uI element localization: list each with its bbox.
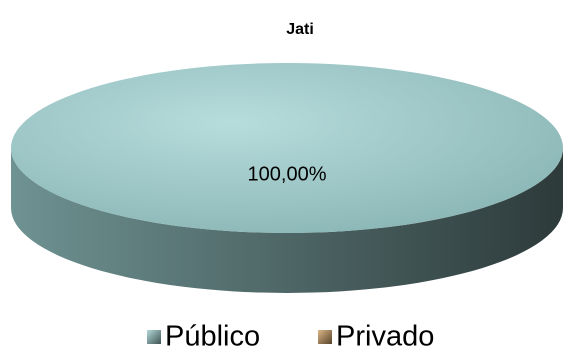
legend-label: Público <box>165 321 260 352</box>
legend-swatch <box>147 330 161 344</box>
slice-side <box>11 148 563 293</box>
legend-label: Privado <box>336 321 434 352</box>
data-label: 100,00% <box>248 163 327 185</box>
chart-title: Jati <box>286 21 314 38</box>
legend-swatch <box>318 330 332 344</box>
slice <box>11 63 563 233</box>
